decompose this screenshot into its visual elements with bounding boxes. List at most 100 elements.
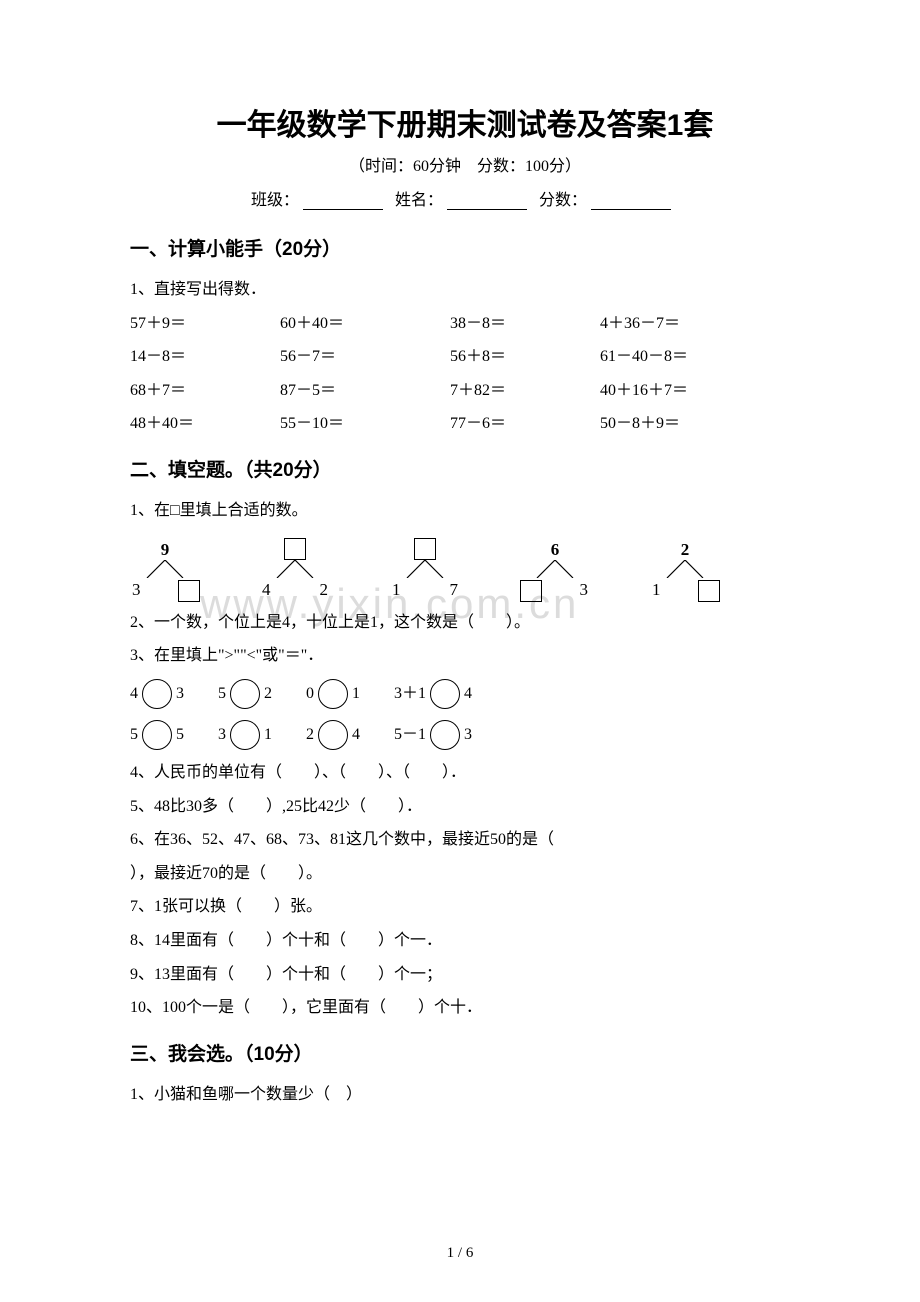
calc-cell: 14－8＝	[130, 340, 280, 374]
calc-cell: 40＋16＋7＝	[600, 374, 760, 408]
compare-right: 4	[352, 714, 360, 756]
class-label: 班级：	[251, 192, 299, 209]
score-label: 分数：	[539, 192, 587, 209]
s3-q1: 1、小猫和鱼哪一个数量少（ ）	[130, 1078, 800, 1112]
compare-left: 3	[218, 714, 226, 756]
calc-cell: 7＋82＝	[450, 374, 600, 408]
s2-q10: 10、100个一是（ ），它里面有（ ）个十．	[130, 991, 800, 1025]
calc-cell: 55－10＝	[280, 407, 450, 441]
compare-right: 2	[264, 673, 272, 715]
s2-q6b: ），最接近70的是（ ）。	[130, 857, 800, 891]
page-footer: 1 / 6	[0, 1245, 920, 1262]
compare-item: 3＋14	[394, 673, 472, 715]
s2-q7: 7、1张可以换（ ）张。	[130, 890, 800, 924]
compare-row-1: 4352013＋14	[130, 673, 800, 715]
bond-left-box	[520, 580, 542, 602]
bond-right-value: 7	[450, 580, 459, 600]
score-blank	[591, 193, 671, 210]
bond-top-box	[284, 538, 306, 560]
compare-circle	[430, 720, 460, 750]
number-bond: 42	[260, 540, 330, 600]
bond-lines-icon	[275, 560, 315, 578]
compare-left: 5	[130, 714, 138, 756]
s2-q6a: 6、在36、52、47、68、73、81这几个数中，最接近50的是（	[130, 823, 800, 857]
class-blank	[303, 193, 383, 210]
calc-cell: 57＋9＝	[130, 307, 280, 341]
compare-item: 31	[218, 714, 272, 756]
calc-cell: 4＋36－7＝	[600, 307, 760, 341]
compare-right: 3	[176, 673, 184, 715]
bond-lines-icon	[665, 560, 705, 578]
section-1-heading: 一、计算小能手（20分）	[130, 234, 800, 261]
compare-row-2: 5531245－13	[130, 714, 800, 756]
s2-q3-label: 3、在里填上">""<"或"＝"．	[130, 639, 800, 673]
number-bond: 63	[520, 540, 590, 600]
compare-circle	[318, 720, 348, 750]
compare-circle	[230, 679, 260, 709]
compare-left: 0	[306, 673, 314, 715]
number-bond: 17	[390, 540, 460, 600]
s2-q4: 4、人民币的单位有（ ）、（ ）、（ ）．	[130, 756, 800, 790]
bond-top-value: 6	[551, 540, 560, 560]
calc-cell: 60＋40＝	[280, 307, 450, 341]
compare-left: 4	[130, 673, 138, 715]
calc-cell: 48＋40＝	[130, 407, 280, 441]
bond-lines-icon	[145, 560, 185, 578]
q1-label: 1、直接写出得数．	[130, 273, 800, 307]
bond-left-value: 3	[132, 580, 141, 600]
bond-right-value: 3	[580, 580, 589, 600]
number-bond: 93	[130, 540, 200, 600]
bond-left-value: 1	[652, 580, 661, 600]
bond-lines-icon	[405, 560, 445, 578]
compare-right: 5	[176, 714, 184, 756]
bond-lines-icon	[535, 560, 575, 578]
bond-left-value: 1	[392, 580, 401, 600]
compare-item: 24	[306, 714, 360, 756]
bond-top-value: 9	[161, 540, 170, 560]
number-bond-row: 9342176321	[130, 540, 800, 600]
compare-item: 52	[218, 673, 272, 715]
calc-cell: 38－8＝	[450, 307, 600, 341]
calc-cell: 50－8＋9＝	[600, 407, 760, 441]
s2-q2: 2、一个数，个位上是4，十位上是1，这个数是（ ）。	[130, 606, 800, 640]
bond-left-value: 4	[262, 580, 271, 600]
number-bond: 21	[650, 540, 720, 600]
s2-q9: 9、13里面有（ ）个十和（ ）个一；	[130, 958, 800, 992]
bond-right-value: 2	[320, 580, 329, 600]
calc-cell: 68＋7＝	[130, 374, 280, 408]
s2-q1-label: 1、在□里填上合适的数。	[130, 494, 800, 528]
compare-circle	[142, 679, 172, 709]
calc-cell: 56＋8＝	[450, 340, 600, 374]
compare-circle	[430, 679, 460, 709]
compare-left: 3＋1	[394, 673, 426, 715]
calculation-grid: 57＋9＝ 60＋40＝ 38－8＝ 4＋36－7＝ 14－8＝ 56－7＝ 5…	[130, 307, 800, 441]
bond-top-value: 2	[681, 540, 690, 560]
calc-cell: 61－40－8＝	[600, 340, 760, 374]
name-blank	[447, 193, 527, 210]
compare-item: 5－13	[394, 714, 472, 756]
calc-cell: 56－7＝	[280, 340, 450, 374]
bond-right-box	[178, 580, 200, 602]
document-title: 一年级数学下册期末测试卷及答案1套	[130, 100, 800, 144]
section-3-heading: 三、我会选。（10分）	[130, 1039, 800, 1066]
compare-left: 5	[218, 673, 226, 715]
compare-right: 1	[264, 714, 272, 756]
student-info-line: 班级： 姓名： 分数：	[130, 186, 800, 210]
compare-left: 2	[306, 714, 314, 756]
compare-item: 43	[130, 673, 184, 715]
document-subtitle: （时间：60分钟 分数：100分）	[130, 152, 800, 176]
name-label: 姓名：	[395, 192, 443, 209]
compare-item: 55	[130, 714, 184, 756]
bond-top-box	[414, 538, 436, 560]
compare-circle	[318, 679, 348, 709]
s2-q8: 8、14里面有（ ）个十和（ ）个一．	[130, 924, 800, 958]
bond-right-box	[698, 580, 720, 602]
calc-cell: 77－6＝	[450, 407, 600, 441]
compare-right: 3	[464, 714, 472, 756]
section-2-heading: 二、填空题。（共20分）	[130, 455, 800, 482]
calc-cell: 87－5＝	[280, 374, 450, 408]
s2-q5: 5、48比30多（ ）,25比42少（ ）．	[130, 790, 800, 824]
compare-circle	[230, 720, 260, 750]
compare-circle	[142, 720, 172, 750]
compare-right: 1	[352, 673, 360, 715]
